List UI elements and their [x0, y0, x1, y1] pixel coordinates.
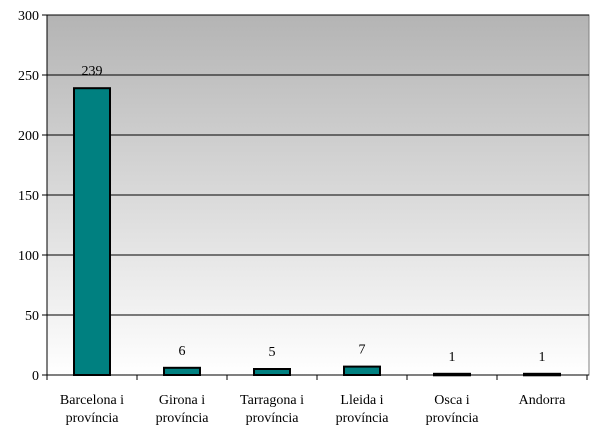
gridlines — [47, 14, 589, 316]
data-label: 239 — [82, 64, 103, 79]
x-category-label-line: Barcelona i — [60, 393, 124, 408]
y-tick-label: 100 — [18, 249, 39, 264]
y-tick-label: 200 — [18, 129, 39, 144]
bar — [163, 366, 201, 376]
y-tick-label: 150 — [18, 189, 39, 204]
x-category-label-line: Osca i — [434, 393, 469, 408]
x-category-label-line: província — [66, 411, 120, 426]
x-category-label-line: província — [156, 411, 210, 426]
x-category-label: Barcelona i província — [60, 393, 124, 426]
x-category-label: Andorra — [519, 393, 566, 408]
x-category-label-line: Andorra — [519, 393, 566, 408]
x-category-label-line: Girona i — [159, 393, 205, 408]
x-category-label-line: província — [426, 411, 480, 426]
x-category-label-line: província — [246, 411, 300, 426]
data-label: 6 — [179, 344, 186, 359]
x-category-label: Osca i província — [426, 393, 480, 426]
data-label: 5 — [269, 345, 276, 360]
data-labels: 239 6 5 7 1 1 — [82, 64, 546, 365]
x-category-label: Lleida i província — [336, 393, 390, 426]
data-label: 7 — [359, 343, 366, 358]
y-tick-label: 250 — [18, 69, 39, 84]
x-category-label-line: província — [336, 411, 390, 426]
bar — [73, 87, 111, 376]
y-tick-label: 50 — [25, 309, 39, 324]
bar — [343, 365, 381, 377]
y-tick-label: 300 — [18, 9, 39, 24]
x-category-label: Girona i província — [156, 393, 210, 426]
bar — [253, 368, 291, 376]
y-tick-label: 0 — [32, 369, 39, 384]
x-category-label: Tarragona i província — [240, 393, 304, 426]
x-category-label-line: Lleida i — [340, 393, 383, 408]
x-category-label-line: Tarragona i — [240, 393, 304, 408]
data-label: 1 — [539, 350, 546, 365]
data-label: 1 — [449, 350, 456, 365]
y-axis-ticks: 0 50 100 150 200 250 300 — [18, 9, 47, 384]
